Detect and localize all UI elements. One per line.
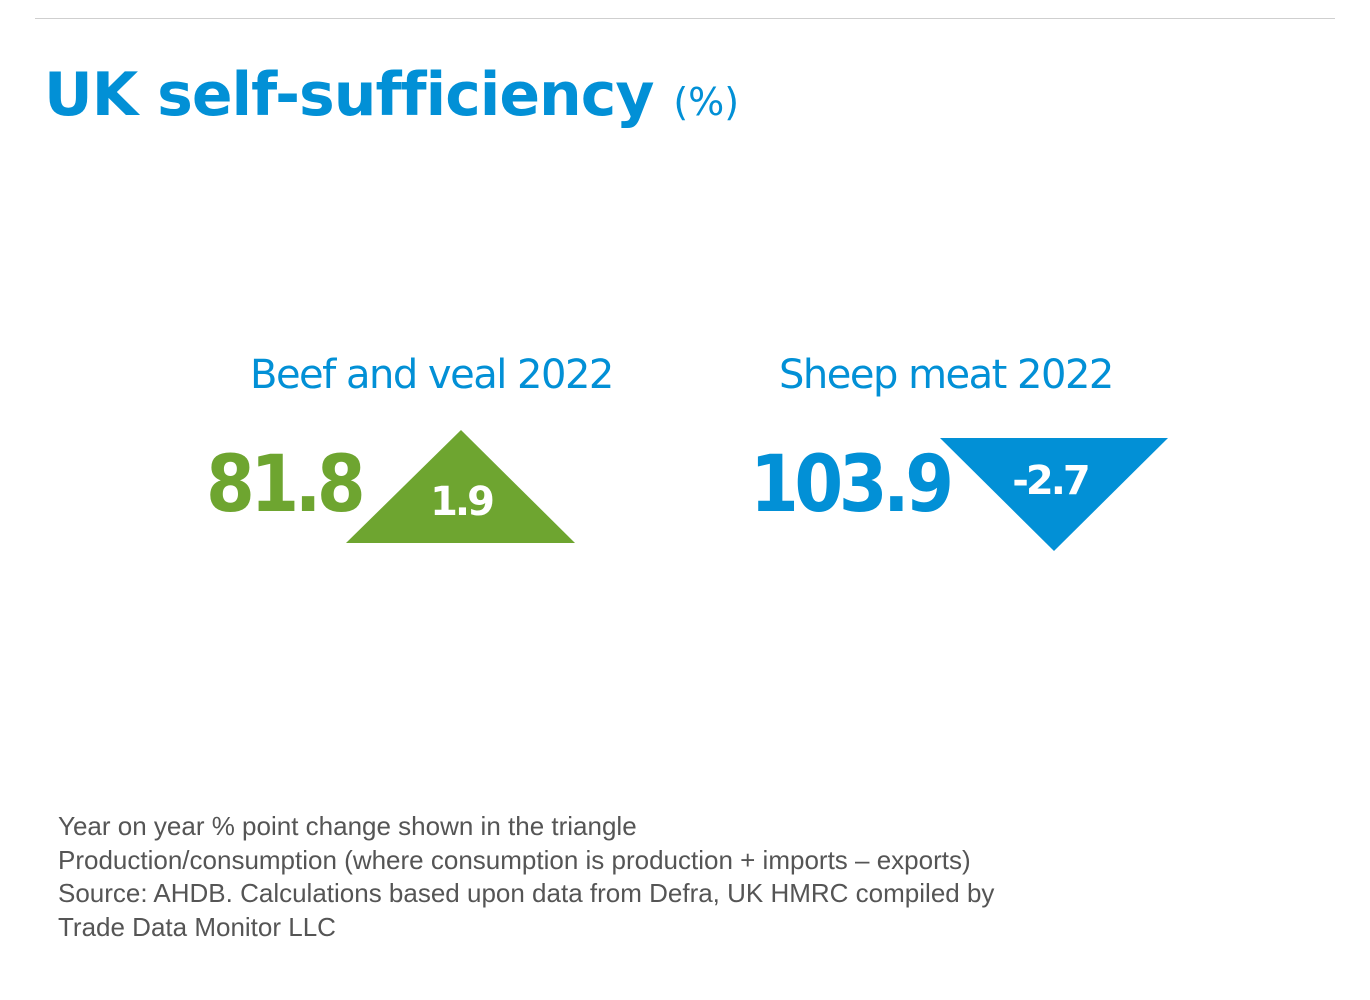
note-line: Production/consumption (where consumptio… (58, 844, 971, 875)
beef-heading: Beef and veal 2022 (250, 352, 614, 398)
sheep-change-down-triangle: -2.7 (940, 438, 1168, 551)
source-line: Trade Data Monitor LLC (58, 911, 336, 942)
beef-change: 1.9 (430, 479, 493, 525)
note-line: Year on year % point change shown in the… (58, 811, 637, 841)
title-unit: (%) (673, 80, 740, 124)
title-text: UK self-sufficiency (44, 60, 654, 130)
source-line: Source: AHDB. Calculations based upon da… (58, 878, 995, 908)
sheep-change: -2.7 (1012, 458, 1088, 504)
page-title: UK self-sufficiency (%) (44, 60, 739, 130)
beef-value: 81.8 (206, 440, 366, 530)
top-divider (35, 18, 1335, 19)
sheep-value: 103.9 (750, 440, 954, 530)
footnotes: Year on year % point change shown in the… (58, 810, 994, 944)
down-triangle-icon (940, 438, 1168, 551)
sheep-heading: Sheep meat 2022 (779, 352, 1114, 398)
up-triangle-icon (346, 430, 575, 543)
beef-change-up-triangle: 1.9 (346, 430, 575, 543)
